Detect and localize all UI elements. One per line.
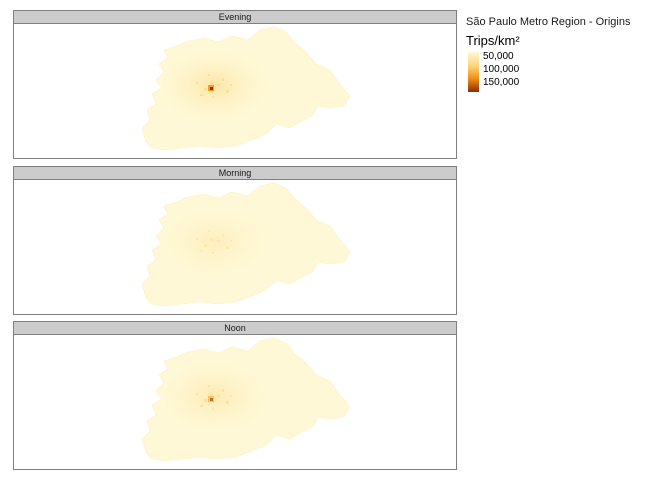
density-cell	[196, 393, 198, 395]
density-cell	[212, 96, 214, 98]
facet-strip-label: Noon	[13, 321, 457, 335]
sao-paulo-map-noon	[141, 337, 351, 462]
facet-strip-label: Morning	[13, 166, 457, 180]
legend-tick-label: 150,000	[483, 77, 520, 88]
legend: São Paulo Metro Region - Origins Trips/k…	[466, 16, 630, 94]
density-cell	[200, 94, 203, 96]
density-cell	[230, 395, 232, 397]
density-cell	[200, 405, 203, 407]
density-cell	[208, 230, 210, 232]
facet-panel-noon: Noon	[13, 321, 457, 470]
legend-colorbar	[468, 52, 479, 92]
facet-panel-evening: Evening	[13, 10, 457, 159]
legend-body: 50,000 100,000 150,000	[466, 52, 630, 94]
legend-tick-label: 100,000	[483, 64, 520, 75]
density-cell	[204, 88, 207, 91]
density-cell	[212, 407, 214, 409]
density-cell	[217, 84, 220, 86]
density-cell	[200, 250, 203, 252]
density-cell	[222, 234, 224, 237]
density-cell	[217, 395, 220, 397]
density-cell	[226, 90, 229, 93]
density-cell	[212, 252, 214, 254]
density-cell	[226, 401, 229, 404]
density-cell	[210, 82, 213, 85]
urban-density-glow	[154, 202, 274, 282]
legend-title: São Paulo Metro Region - Origins	[466, 16, 631, 28]
density-cell	[226, 246, 229, 249]
map-frame	[13, 24, 457, 159]
density-cell	[208, 74, 210, 76]
density-cell	[230, 240, 232, 242]
facet-strip-label: Evening	[13, 10, 457, 24]
density-hotspot-core	[210, 87, 213, 90]
density-cell	[208, 385, 210, 387]
density-cell	[210, 238, 213, 241]
density-cell	[230, 84, 232, 86]
density-hotspot-core	[210, 398, 213, 401]
density-cell	[204, 399, 207, 402]
density-cell	[222, 389, 224, 392]
sao-paulo-map-evening	[141, 26, 351, 151]
density-cell	[222, 78, 224, 81]
density-cell	[217, 240, 220, 242]
density-cell	[210, 393, 213, 396]
density-cell	[196, 82, 198, 84]
legend-tick-label: 50,000	[483, 51, 514, 62]
sao-paulo-map-morning	[141, 182, 351, 307]
map-frame	[13, 180, 457, 315]
density-cell	[196, 238, 198, 240]
facet-panel-morning: Morning	[13, 166, 457, 315]
legend-subtitle: Trips/km²	[466, 33, 520, 48]
density-cell	[204, 244, 207, 247]
map-frame	[13, 335, 457, 470]
